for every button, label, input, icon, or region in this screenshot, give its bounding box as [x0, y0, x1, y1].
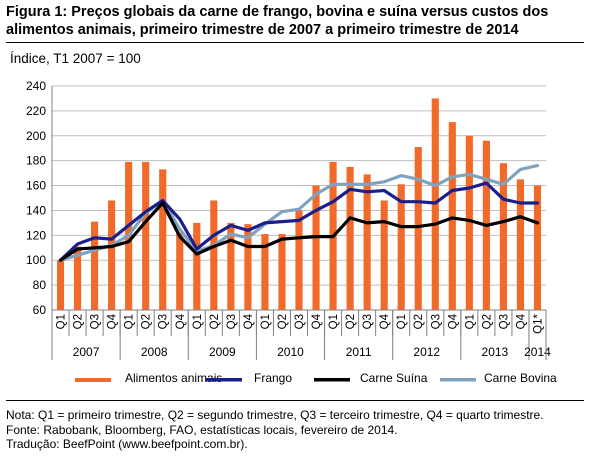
legend-label-carne-suina: Carne Suína: [360, 371, 428, 385]
bar: [244, 224, 252, 310]
legend-label-frango: Frango: [254, 371, 293, 385]
bar: [176, 232, 184, 310]
chart-legend: Alimentos animais Frango Carne Suína Car…: [0, 368, 590, 390]
legend-swatch-suina: [314, 378, 350, 382]
y-axis-label: Índice, T1 2007 = 100: [10, 51, 141, 66]
frango-line: [58, 181, 540, 262]
x-tick-label: Q3: [498, 314, 510, 329]
bar: [414, 146, 422, 310]
bar: [261, 234, 269, 310]
bar: [227, 222, 235, 310]
year-label: 2007: [73, 345, 100, 359]
title-rule: [6, 42, 584, 43]
translation-line: Tradução: BeefPoint (www.beefpoint.com.b…: [6, 437, 248, 451]
x-tick-label: Q3: [90, 314, 102, 329]
y-tick-label: 60: [33, 303, 47, 317]
legend-label-alimentos-animais: Alimentos animais: [125, 371, 223, 385]
y-tick-label: 140: [26, 203, 46, 217]
bar: [210, 200, 218, 310]
x-tick-label: Q1*: [532, 313, 544, 333]
x-tick-label: Q2: [73, 314, 85, 329]
source-line: Fonte: Rabobank, Bloomberg, FAO, estatís…: [6, 422, 398, 437]
chart-notes: Nota: Q1 = primeiro trimestre, Q2 = segu…: [6, 408, 586, 452]
legend-swatch-frango: [206, 378, 242, 382]
bar: [56, 260, 65, 310]
carne-bovina-line: [58, 164, 540, 262]
y-tick-label: 80: [33, 278, 47, 292]
x-tick-label: Q3: [158, 314, 170, 329]
x-tick-label: Q1: [396, 314, 408, 329]
y-tick-label: 200: [26, 129, 46, 143]
year-label: 2010: [277, 345, 304, 359]
x-tick-label: Q4: [243, 313, 255, 329]
bar: [499, 163, 507, 310]
x-tick-label: Q1: [464, 314, 476, 329]
note-line: Nota: Q1 = primeiro trimestre, Q2 = segu…: [6, 408, 544, 422]
x-tick-label: Q1: [192, 314, 204, 329]
y-tick-label: 180: [26, 154, 46, 168]
legend-swatch-bovina: [440, 378, 476, 382]
y-tick-label: 220: [26, 104, 46, 118]
bar: [108, 200, 116, 310]
bar: [142, 161, 150, 310]
carne-suina-line: [58, 201, 540, 262]
y-tick-label: 240: [26, 79, 46, 93]
x-tick-label: Q2: [141, 314, 153, 329]
x-tick-label: Q4: [447, 313, 459, 329]
bar: [295, 210, 303, 310]
y-tick-label: 120: [26, 228, 46, 242]
y-tick-label: 100: [26, 253, 46, 267]
chart-area: 60 80 100 120 140 160 180 200 220 240 Q1 Q2 Q3 Q4 Q1 Q2…: [26, 79, 551, 360]
year-label: 2008: [141, 345, 168, 359]
bar: [516, 179, 525, 310]
bar: [159, 169, 167, 310]
chart-title-line-2: alimentos animais, primeiro trimestre de…: [6, 22, 519, 38]
bar: [346, 166, 354, 310]
x-tick-label: Q4: [175, 313, 187, 329]
x-tick-label: Q2: [345, 314, 357, 329]
bar: [312, 185, 320, 310]
legend-swatch-bars: [75, 378, 111, 382]
x-tick-label: Q3: [362, 314, 374, 329]
bar: [533, 185, 542, 310]
bar: [91, 221, 99, 310]
x-tick-label: Q2: [413, 314, 425, 329]
x-tick-label: Q1: [124, 314, 136, 329]
bar: [73, 246, 82, 310]
bar: [278, 234, 286, 310]
bar: [397, 184, 405, 310]
bar: [380, 200, 388, 310]
x-tick-label: Q3: [430, 314, 442, 329]
x-tick-label: Q1: [260, 314, 272, 329]
x-tick-label: Q4: [379, 313, 391, 329]
year-label: 2009: [209, 345, 236, 359]
bar: [465, 135, 473, 310]
x-tick-label: Q2: [481, 314, 493, 329]
bar: [363, 174, 371, 310]
x-tick-label: Q3: [294, 314, 306, 329]
notes-rule: [6, 400, 584, 401]
x-tick-label: Q2: [277, 314, 289, 329]
y-tick-label: 160: [26, 179, 46, 193]
legend-label-carne-bovina: Carne Bovina: [484, 371, 557, 385]
x-tick-label: Q2: [209, 314, 221, 329]
chart-title-line-1: Figura 1: Preços globais da carne de fra…: [6, 4, 549, 20]
year-label: 2011: [346, 345, 372, 359]
x-tick-label: Q4: [107, 313, 119, 329]
x-tick-label: Q1: [56, 314, 68, 329]
x-tick-label: Q4: [515, 313, 527, 329]
chart-title: Figura 1: Preços globais da carne de fra…: [6, 3, 584, 39]
x-tick-label: Q1: [328, 314, 340, 329]
year-label: 2014: [524, 345, 551, 359]
year-label: 2013: [482, 345, 509, 359]
x-tick-label: Q4: [311, 313, 323, 329]
bar: [448, 122, 456, 310]
year-label: 2012: [413, 345, 440, 359]
bar: [193, 222, 201, 310]
x-tick-label: Q3: [226, 314, 238, 329]
